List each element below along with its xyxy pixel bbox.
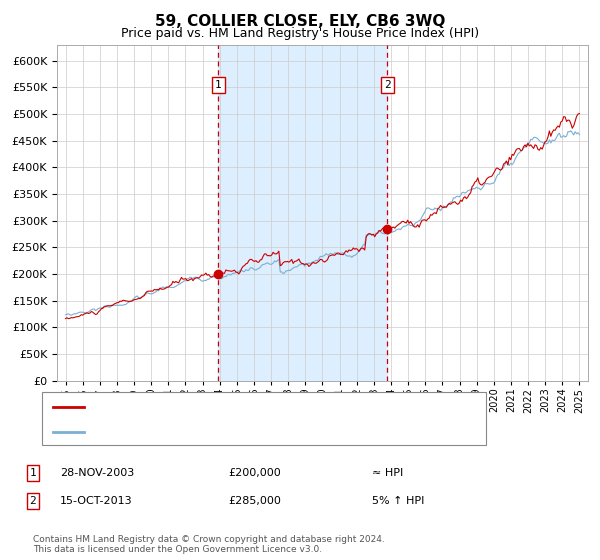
Text: £200,000: £200,000 (228, 468, 281, 478)
Text: Contains HM Land Registry data © Crown copyright and database right 2024.
This d: Contains HM Land Registry data © Crown c… (33, 535, 385, 554)
Bar (218, 45, 388, 381)
Text: 59, COLLIER CLOSE, ELY, CB6 3WQ: 59, COLLIER CLOSE, ELY, CB6 3WQ (155, 14, 445, 29)
Text: £285,000: £285,000 (228, 496, 281, 506)
Text: 15-OCT-2013: 15-OCT-2013 (60, 496, 133, 506)
Text: 59, COLLIER CLOSE, ELY, CB6 3WQ (detached house): 59, COLLIER CLOSE, ELY, CB6 3WQ (detache… (90, 402, 385, 412)
Text: 1: 1 (29, 468, 37, 478)
Text: HPI: Average price, detached house, East Cambridgeshire: HPI: Average price, detached house, East… (90, 427, 413, 437)
Text: 2: 2 (29, 496, 37, 506)
Text: Price paid vs. HM Land Registry's House Price Index (HPI): Price paid vs. HM Land Registry's House … (121, 27, 479, 40)
Text: 5% ↑ HPI: 5% ↑ HPI (372, 496, 424, 506)
Text: 2: 2 (384, 80, 391, 90)
Text: 28-NOV-2003: 28-NOV-2003 (60, 468, 134, 478)
Text: ≈ HPI: ≈ HPI (372, 468, 403, 478)
Text: 1: 1 (215, 80, 222, 90)
